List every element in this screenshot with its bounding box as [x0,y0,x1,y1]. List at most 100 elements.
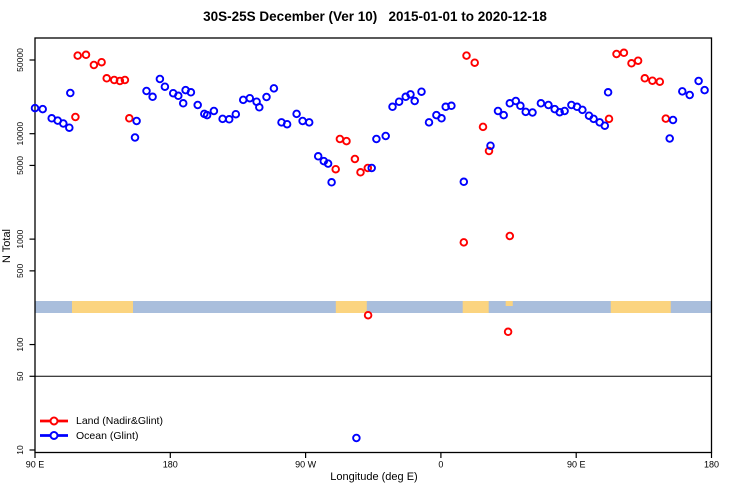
data-point-ocean [298,116,307,126]
data-point-land [102,74,111,83]
data-point-ocean [224,115,234,124]
data-point-ocean [30,103,40,113]
data-point-ocean [238,95,248,105]
y-tick-label: 100 [15,337,25,351]
data-point-ocean [544,100,553,110]
data-point-ocean [38,104,47,114]
data-point-ocean [536,99,546,108]
data-point-ocean [142,86,151,96]
data-point-land [627,59,636,68]
y-axis-label: N Total [1,228,13,264]
data-point-land [71,112,80,122]
data-point-ocean [262,92,271,102]
y-tick-label: 5000 [15,156,25,175]
legend-label-ocean: Ocean (Glint) [76,429,139,442]
data-point-land [459,238,469,247]
data-point-ocean [406,90,415,99]
y-tick-label: 50000 [15,48,25,72]
data-point-ocean [459,177,469,187]
data-point-ocean [381,131,390,141]
map-strip [35,301,712,313]
y-tick-label: 10 [15,445,25,455]
data-point-land [505,231,515,241]
data-point-ocean [132,116,141,126]
data-point-ocean [521,107,530,117]
data-point-ocean [486,141,495,150]
plot-box [34,37,713,454]
legend-marker-circle [49,416,59,426]
data-point-ocean [578,105,587,115]
x-axis-label: Longitude (deg E) [330,471,418,483]
data-point-ocean [437,114,446,123]
data-point-land [619,48,629,58]
strip-land-segment-africa [462,301,489,313]
data-point-ocean [352,433,361,443]
legend [40,416,68,440]
x-axis: 90 E 180 90 W 0 90 E 180 [26,452,719,470]
data-point-ocean [560,106,569,116]
legend-label-land: Land (Nadir&Glint) [76,415,163,427]
data-point-ocean [313,152,323,161]
data-point-ocean [155,74,165,84]
strip-ocean-segment [35,301,712,313]
data-point-land [342,136,351,146]
data-point-ocean [685,90,694,100]
data-point-ocean [66,88,75,98]
data-point-ocean [665,134,674,143]
data-point-ocean [678,87,687,96]
data-point-ocean [417,87,426,96]
data-point-ocean [394,97,404,106]
data-point-ocean [193,100,202,110]
data-point-ocean [668,115,678,125]
x-tick-label: 180 [704,460,719,470]
data-point-land [97,57,106,67]
data-point-ocean [327,178,336,187]
data-point-ocean [304,118,314,127]
data-point-ocean [499,110,508,120]
data-point-ocean [410,96,419,106]
data-point-ocean [269,84,279,93]
y-tick-label: 10000 [15,122,25,146]
data-point-ocean [323,159,333,168]
data-point-ocean [160,82,170,91]
chart-title: 30S-25S December (Ver 10) 2015-01-01 to … [203,9,547,24]
data-point-ocean [148,92,157,102]
data-point-ocean [600,121,610,130]
y-tick-label: 1000 [15,229,25,248]
data-point-ocean [255,103,264,112]
y-axis: 50000 10000 5000 1000 500 100 50 10 [15,48,35,455]
x-tick-label: 0 [438,460,443,470]
data-point-ocean [218,114,227,124]
data-point-ocean [209,106,219,116]
data-point-land [81,50,91,60]
data-point-land [350,154,360,164]
data-point-ocean [178,99,188,108]
data-point-ocean [186,88,196,97]
data-point-ocean [231,109,241,119]
data-point-ocean [130,133,140,142]
series-land [71,48,671,337]
data-point-ocean [511,96,521,106]
data-point-land [125,114,134,123]
data-point-ocean [603,88,613,97]
data-point-ocean [292,109,301,119]
data-point-land [640,74,650,83]
data-point-land [655,77,665,86]
data-point-ocean [516,101,525,111]
data-point-ocean [493,106,503,116]
strip-land-segment-south-america [335,301,367,313]
data-point-land [363,163,373,173]
data-point-land [120,75,130,85]
data-point-ocean [388,102,397,112]
data-point-ocean [555,107,564,117]
x-tick-label: 180 [163,460,178,470]
y-tick-label: 50 [15,371,25,381]
data-point-ocean [282,119,292,129]
data-point-ocean [528,108,537,117]
data-point-ocean [202,110,212,120]
series-ocean [30,74,709,443]
data-point-land [604,114,614,124]
data-point-land [331,164,340,174]
